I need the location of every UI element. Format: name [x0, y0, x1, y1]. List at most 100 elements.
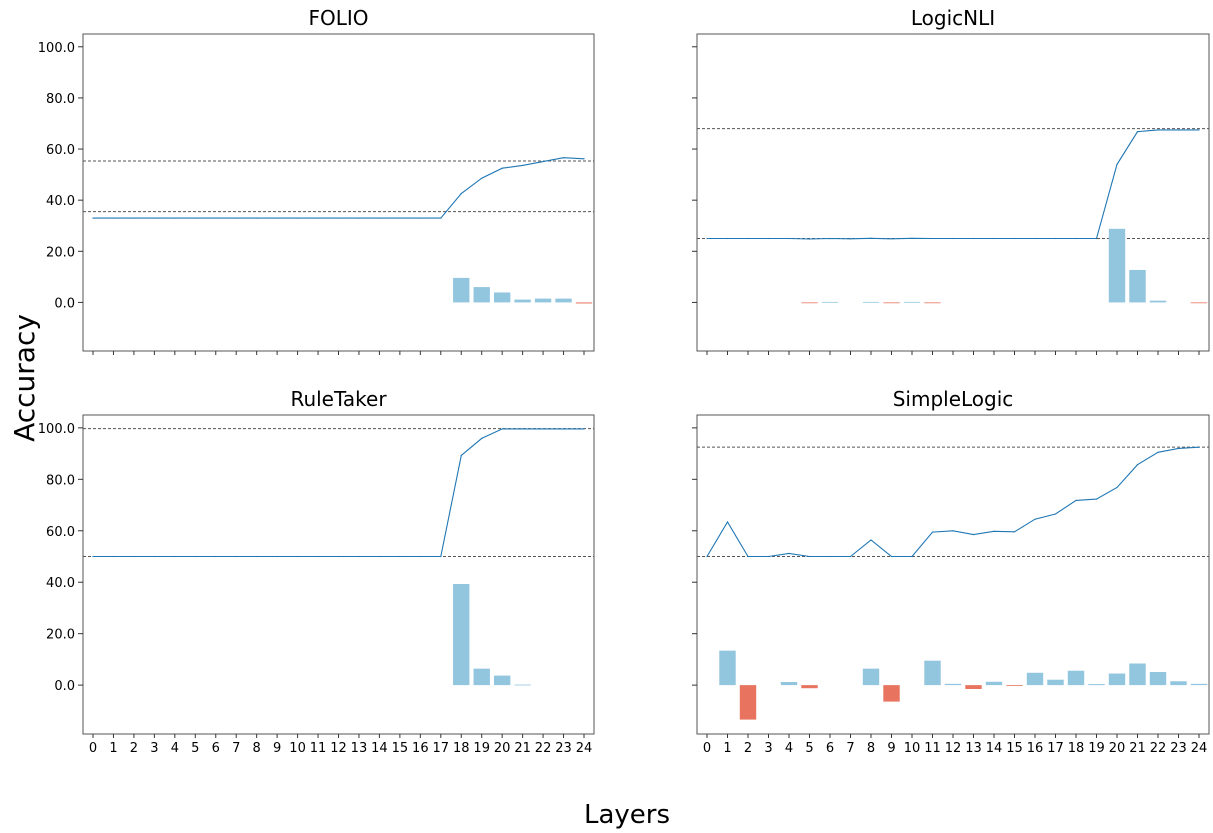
- data-point: [235, 217, 237, 219]
- x-tick-label: 12: [945, 741, 962, 756]
- bar: [903, 301, 921, 303]
- data-point: [726, 237, 729, 240]
- x-tick-label: 7: [846, 741, 854, 756]
- x-tick-label: 11: [924, 741, 941, 756]
- data-point: [1198, 446, 1200, 448]
- chart-title: SimpleLogic: [893, 387, 1014, 411]
- data-point: [849, 555, 852, 558]
- bar: [1129, 269, 1146, 303]
- data-point: [419, 555, 421, 558]
- data-point: [337, 555, 340, 558]
- data-point: [399, 217, 401, 219]
- data-point: [542, 428, 544, 430]
- data-point: [542, 160, 544, 163]
- x-tick-label: 6: [826, 741, 834, 756]
- x-tick-label: 16: [1027, 741, 1044, 756]
- data-point: [358, 555, 360, 558]
- data-point: [706, 237, 708, 240]
- bar: [1190, 683, 1208, 686]
- x-tick-label: 1: [109, 741, 117, 756]
- x-tick-label: 15: [392, 741, 409, 756]
- y-tick-label: 100.0: [38, 41, 75, 56]
- data-point: [1095, 237, 1098, 240]
- bar: [534, 298, 552, 303]
- data-point: [194, 217, 196, 219]
- data-point: [358, 217, 360, 219]
- data-point: [194, 555, 196, 558]
- data-point: [788, 552, 790, 555]
- data-point: [174, 217, 176, 219]
- x-tick-label: 0: [703, 741, 711, 756]
- y-tick-label: 0.0: [54, 679, 75, 694]
- data-point: [133, 217, 135, 219]
- bar: [493, 675, 511, 686]
- x-tick-label: 17: [433, 741, 450, 756]
- bar: [555, 298, 572, 303]
- bar: [1067, 670, 1085, 686]
- chart-title: LogicNLI: [911, 6, 995, 30]
- data-point: [153, 555, 155, 558]
- bar: [719, 650, 736, 686]
- data-point: [767, 555, 770, 558]
- data-point: [808, 555, 811, 558]
- data-point: [952, 530, 954, 532]
- data-point: [911, 237, 913, 239]
- data-point: [1034, 518, 1036, 520]
- x-tick-label: 19: [1088, 741, 1105, 756]
- data-point: [1095, 498, 1098, 500]
- data-point: [562, 157, 565, 159]
- x-tick-label: 2: [744, 741, 752, 756]
- x-tick-label: 5: [191, 741, 199, 756]
- data-point: [215, 217, 217, 219]
- data-point: [767, 237, 770, 240]
- data-point: [972, 534, 975, 536]
- x-tick-label: 10: [904, 741, 921, 756]
- x-tick-label: 11: [310, 741, 327, 756]
- data-point: [1013, 237, 1016, 240]
- data-point: [296, 555, 299, 558]
- data-point: [583, 158, 585, 160]
- series-line: [707, 129, 1199, 240]
- bar: [944, 683, 962, 686]
- x-tick-label: 10: [289, 741, 306, 756]
- data-point: [993, 530, 995, 532]
- data-point: [1177, 129, 1180, 131]
- bar: [965, 685, 982, 689]
- data-point: [911, 555, 913, 558]
- data-point: [1075, 237, 1077, 240]
- data-point: [501, 428, 503, 430]
- data-point: [583, 428, 585, 430]
- bar: [862, 301, 880, 303]
- data-point: [460, 192, 462, 195]
- data-point: [276, 217, 278, 219]
- series-line: [706, 446, 1200, 558]
- x-tick-label: 18: [453, 741, 470, 756]
- data-point: [419, 217, 421, 219]
- plot-frame: [82, 414, 595, 735]
- data-point: [849, 238, 852, 240]
- bar: [1088, 684, 1105, 686]
- x-axis-label: Layers: [584, 800, 670, 829]
- bar: [473, 287, 490, 303]
- bar: [1170, 681, 1187, 686]
- x-tick-label: 20: [1109, 741, 1126, 756]
- data-point: [378, 217, 381, 219]
- data-point: [337, 217, 340, 219]
- data-point: [1075, 499, 1077, 502]
- data-point: [870, 539, 872, 541]
- x-tick-label: 21: [514, 741, 531, 756]
- data-point: [112, 555, 115, 558]
- bar: [883, 685, 900, 702]
- data-point: [481, 177, 483, 179]
- plot-frame: [696, 33, 1210, 352]
- data-point: [92, 555, 94, 558]
- x-tick-label: 19: [473, 741, 490, 756]
- x-tick-label: 14: [986, 741, 1003, 756]
- data-point: [1136, 131, 1139, 133]
- x-tick-label: 0: [89, 741, 97, 756]
- x-tick-label: 8: [867, 741, 875, 756]
- data-point: [235, 555, 237, 558]
